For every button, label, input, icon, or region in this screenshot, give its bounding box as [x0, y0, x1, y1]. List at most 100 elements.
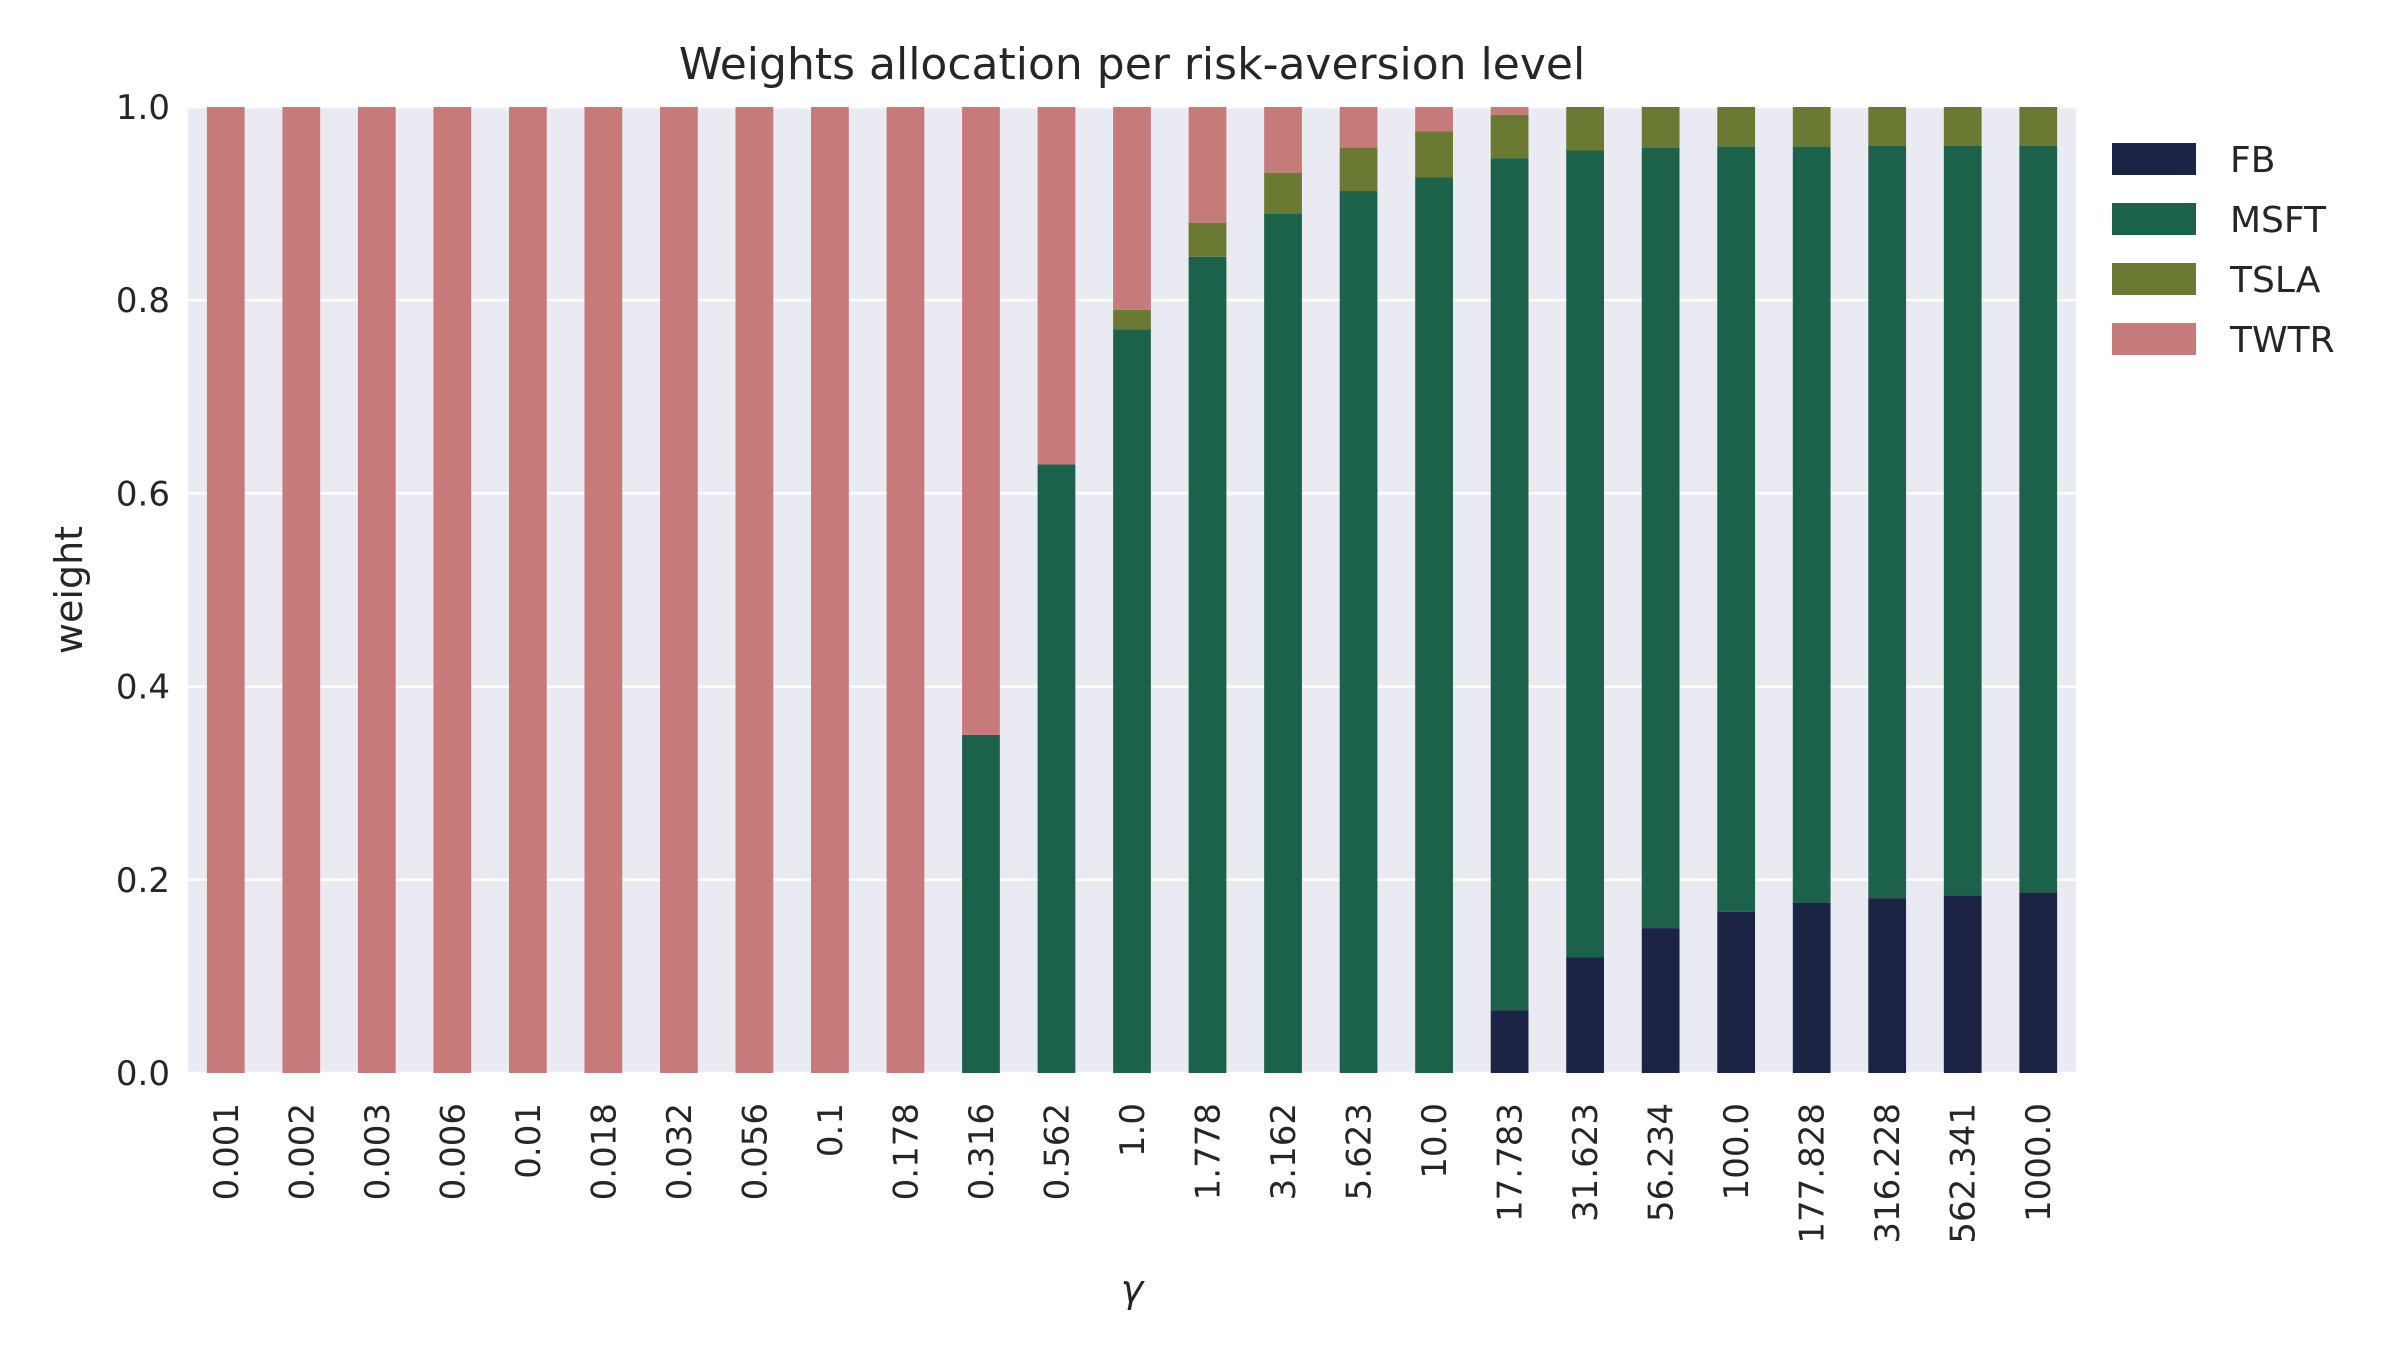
bar-msft	[1792, 146, 1831, 903]
bar-tsla	[1943, 107, 1982, 146]
bar-msft	[2019, 145, 2058, 893]
x-tick-label: 562.341	[1944, 1103, 1984, 1244]
bar-msft	[1037, 464, 1076, 1073]
bar-msft	[1641, 147, 1680, 929]
bar-twtr	[735, 107, 774, 1073]
x-axis-label: γ	[1121, 1267, 1146, 1311]
bar-twtr	[1339, 107, 1378, 148]
bars	[206, 107, 2058, 1074]
bar-msft	[1717, 146, 1756, 912]
bar-msft	[1566, 150, 1604, 958]
x-tick-label: 0.002	[282, 1103, 322, 1200]
x-tick-label: 1000.0	[2019, 1103, 2059, 1222]
bar-twtr	[886, 107, 925, 1073]
x-tick-label: 316.228	[1868, 1103, 1908, 1244]
bar-tsla	[1339, 147, 1378, 192]
bar-tsla	[1188, 222, 1227, 257]
bar-tsla	[1641, 107, 1680, 148]
bar-twtr	[811, 107, 849, 1073]
bar-twtr	[357, 107, 396, 1073]
bar-twtr	[1264, 107, 1302, 173]
x-tick-label: 0.003	[358, 1103, 398, 1200]
bar-msft	[1339, 191, 1378, 1074]
x-tick-label: 0.316	[962, 1103, 1002, 1200]
y-axis-label: weight	[47, 526, 91, 654]
bar-tsla	[2019, 107, 2058, 146]
legend-swatch-twtr	[2112, 323, 2196, 355]
legend-label-tsla: TSLA	[2229, 260, 2321, 301]
x-tick-label: 0.032	[660, 1103, 700, 1200]
x-tick-label: 0.178	[886, 1103, 926, 1200]
x-tick-label: 5.623	[1340, 1103, 1380, 1200]
bar-twtr	[282, 107, 321, 1073]
bar-msft	[1415, 177, 1453, 1073]
bar-msft	[1113, 329, 1151, 1073]
bar-msft	[1868, 145, 1907, 899]
bar-msft	[1264, 213, 1302, 1073]
chart-title: Weights allocation per risk-aversion lev…	[679, 39, 1585, 90]
bar-twtr	[206, 107, 245, 1073]
bar-tsla	[1264, 172, 1302, 214]
bar-fb	[1490, 1010, 1529, 1073]
legend-label-msft: MSFT	[2230, 200, 2327, 241]
bar-msft	[1188, 256, 1227, 1074]
legend-label-twtr: TWTR	[2229, 320, 2335, 361]
x-tick-label: 0.562	[1037, 1103, 1077, 1200]
y-tick-label: 0.6	[116, 474, 170, 514]
bar-tsla	[1566, 107, 1604, 151]
bar-fb	[1717, 911, 1756, 1073]
x-tick-label: 3.162	[1264, 1103, 1304, 1200]
x-tick-label: 17.783	[1491, 1103, 1531, 1222]
bar-twtr	[508, 107, 547, 1073]
legend-swatch-msft	[2112, 203, 2196, 235]
bar-twtr	[1113, 107, 1151, 310]
x-tick-label: 31.623	[1566, 1103, 1606, 1222]
bar-fb	[1792, 902, 1831, 1073]
y-tick-labels: 0.0 0.2 0.4 0.6 0.8 1.0	[116, 88, 170, 1094]
bar-tsla	[1490, 114, 1529, 159]
bar-twtr	[962, 107, 1000, 735]
bar-fb	[2019, 892, 2058, 1073]
x-tick-labels: 0.001 0.002 0.003 0.006 0.01 0.018 0.032 0.056 0…	[207, 1103, 2059, 1244]
x-tick-label: 100.0	[1717, 1103, 1757, 1200]
bar-fb	[1566, 957, 1604, 1073]
bar-tsla	[1868, 107, 1907, 146]
x-tick-label: 0.001	[207, 1103, 247, 1200]
x-tick-label: 0.006	[433, 1103, 473, 1200]
x-tick-label: 0.1	[811, 1103, 851, 1157]
bar-msft	[1490, 158, 1529, 1011]
legend-swatch-fb	[2112, 143, 2196, 175]
y-tick-label: 0.0	[116, 1054, 170, 1094]
bar-tsla	[1415, 131, 1453, 178]
bar-tsla	[1717, 107, 1756, 147]
bar-fb	[1641, 928, 1680, 1073]
bar-twtr	[1037, 107, 1076, 465]
x-tick-label: 10.0	[1415, 1103, 1455, 1179]
x-tick-label: 0.01	[509, 1103, 549, 1179]
bar-twtr	[584, 107, 623, 1073]
bar-tsla	[1113, 309, 1151, 330]
x-tick-label: 0.056	[735, 1103, 775, 1200]
bar-twtr	[1188, 107, 1227, 223]
legend: FB MSFT TSLA TWTR	[2112, 140, 2335, 361]
bar-msft	[962, 734, 1000, 1073]
y-tick-label: 0.4	[116, 668, 170, 708]
bar-twtr	[433, 107, 472, 1073]
legend-swatch-tsla	[2112, 263, 2196, 295]
x-tick-label: 177.828	[1793, 1103, 1833, 1244]
bar-msft	[1943, 145, 1982, 896]
x-tick-label: 1.0	[1113, 1103, 1153, 1157]
bar-twtr	[1490, 107, 1529, 115]
bar-fb	[1943, 895, 1982, 1073]
y-tick-label: 0.2	[116, 861, 170, 901]
x-tick-label: 1.778	[1189, 1103, 1229, 1200]
x-tick-label: 56.234	[1642, 1103, 1682, 1222]
x-tick-label: 0.018	[584, 1103, 624, 1200]
y-tick-label: 1.0	[116, 88, 170, 128]
bar-fb	[1868, 898, 1907, 1073]
bar-twtr	[660, 107, 698, 1073]
bar-tsla	[1792, 107, 1831, 147]
legend-label-fb: FB	[2230, 140, 2275, 181]
y-tick-label: 0.8	[116, 281, 170, 321]
